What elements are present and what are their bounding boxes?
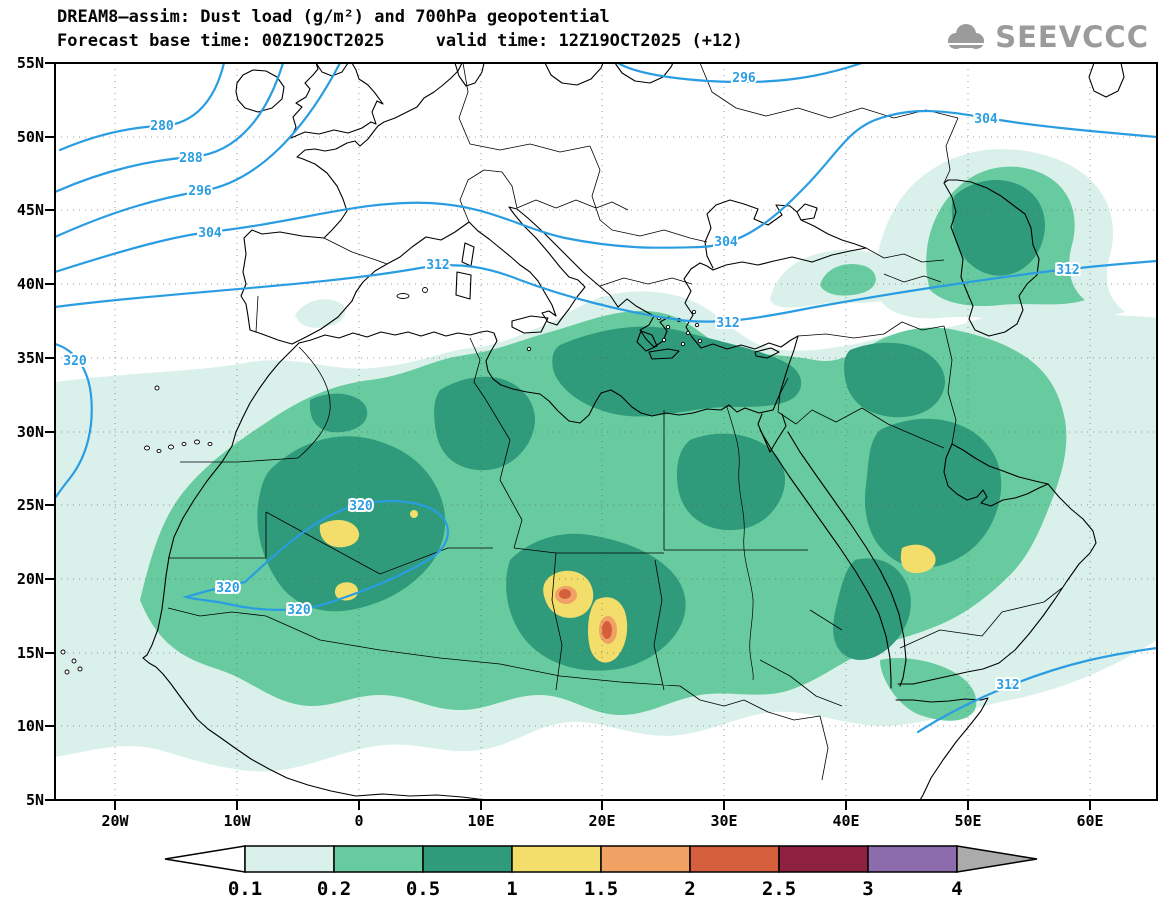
- colorbar-tick-label: 0.2: [316, 878, 352, 900]
- geopotential-contour-label: 296: [732, 71, 756, 86]
- colorbar-above-max-arrow: [956, 845, 1038, 873]
- lat-tick-label: 40N: [16, 275, 44, 293]
- geopotential-contour-label: 312: [716, 316, 739, 331]
- geopotential-contour-label: 320: [63, 354, 87, 369]
- geopotential-contour-label: 320: [287, 603, 311, 618]
- colorbar-segment: [689, 845, 780, 873]
- lat-tick-label: 10N: [16, 717, 44, 735]
- logo-text: SEEVCCC: [995, 20, 1149, 54]
- graticule: [55, 63, 1157, 800]
- colorbar-tick-label: 1.5: [583, 878, 619, 900]
- colorbar-tick-label: 0.5: [405, 878, 441, 900]
- contour-labels: 280 288 296 304 296 304 312 304 312 312 320 320 320 3…: [61, 69, 1081, 695]
- geopotential-contour-label: 296: [188, 184, 212, 199]
- colorbar-segment: [244, 845, 335, 873]
- lon-tick-label: 60E: [1076, 812, 1104, 830]
- geopotential-contour-label: 304: [198, 226, 222, 241]
- lon-tick-label: 20E: [588, 812, 616, 830]
- geopotential-contour-label: 312: [996, 678, 1019, 693]
- lat-tick-label: 20N: [16, 570, 44, 588]
- colorbar-segment: [778, 845, 869, 873]
- lat-tick-label: 5N: [25, 791, 44, 809]
- lat-tick-label: 30N: [16, 423, 44, 441]
- colorbar-tick-label: 0.1: [227, 878, 263, 900]
- lon-tick-label: 40E: [832, 812, 860, 830]
- chart-title: DREAM8—assim: Dust load (g/m²) and 700hP…: [57, 7, 610, 27]
- colorbar-segment: [511, 845, 602, 873]
- lat-tick-label: 25N: [16, 496, 44, 514]
- lon-tick-label: 0: [354, 812, 364, 830]
- lon-tick-label: 30E: [710, 812, 738, 830]
- geopotential-contour-label: 320: [349, 499, 373, 514]
- seevccc-logo: SEEVCCC: [942, 20, 1149, 54]
- lon-tick-label: 10W: [223, 812, 251, 830]
- colorbar-segment: [333, 845, 424, 873]
- geopotential-contour-label: 312: [1056, 263, 1079, 278]
- lon-tick-label: 50E: [954, 812, 982, 830]
- lat-tick-label: 55N: [16, 54, 44, 72]
- colorbar-tick-label: 2: [684, 878, 696, 900]
- geopotential-contour-label: 312: [426, 258, 449, 273]
- axis-ticks: [45, 62, 1091, 810]
- country-borders: [167, 63, 1063, 781]
- geopotential-contour-label: 304: [714, 235, 738, 250]
- geopotential-contour-label: 304: [974, 112, 998, 127]
- coastlines: [60, 63, 1125, 800]
- geopotential-contours: [55, 63, 1157, 734]
- geopotential-contour-label: 280: [150, 119, 174, 134]
- colorbar-below-min-arrow: [164, 845, 246, 873]
- colorbar-segment: [422, 845, 513, 873]
- cloud-icon: [946, 24, 985, 49]
- lon-tick-label: 20W: [101, 812, 129, 830]
- lat-tick-label: 15N: [16, 644, 44, 662]
- geopotential-contour-label: 288: [179, 151, 203, 166]
- colorbar-tick-label: 3: [862, 878, 874, 900]
- colorbar-tick-label: 1: [506, 878, 518, 900]
- colorbar: [164, 845, 1038, 873]
- colorbar-segment: [600, 845, 691, 873]
- dust-load-layer: [55, 149, 1157, 772]
- lat-tick-label: 50N: [16, 128, 44, 146]
- geopotential-contour-label: 320: [216, 581, 240, 596]
- colorbar-segment: [867, 845, 958, 873]
- lat-tick-label: 45N: [16, 201, 44, 219]
- colorbar-tick-label: 2.5: [761, 878, 797, 900]
- chart-subtitle: Forecast base time: 00Z19OCT2025 valid t…: [57, 31, 743, 51]
- lat-tick-label: 35N: [16, 349, 44, 367]
- lon-tick-label: 10E: [467, 812, 495, 830]
- colorbar-tick-label: 4: [951, 878, 963, 900]
